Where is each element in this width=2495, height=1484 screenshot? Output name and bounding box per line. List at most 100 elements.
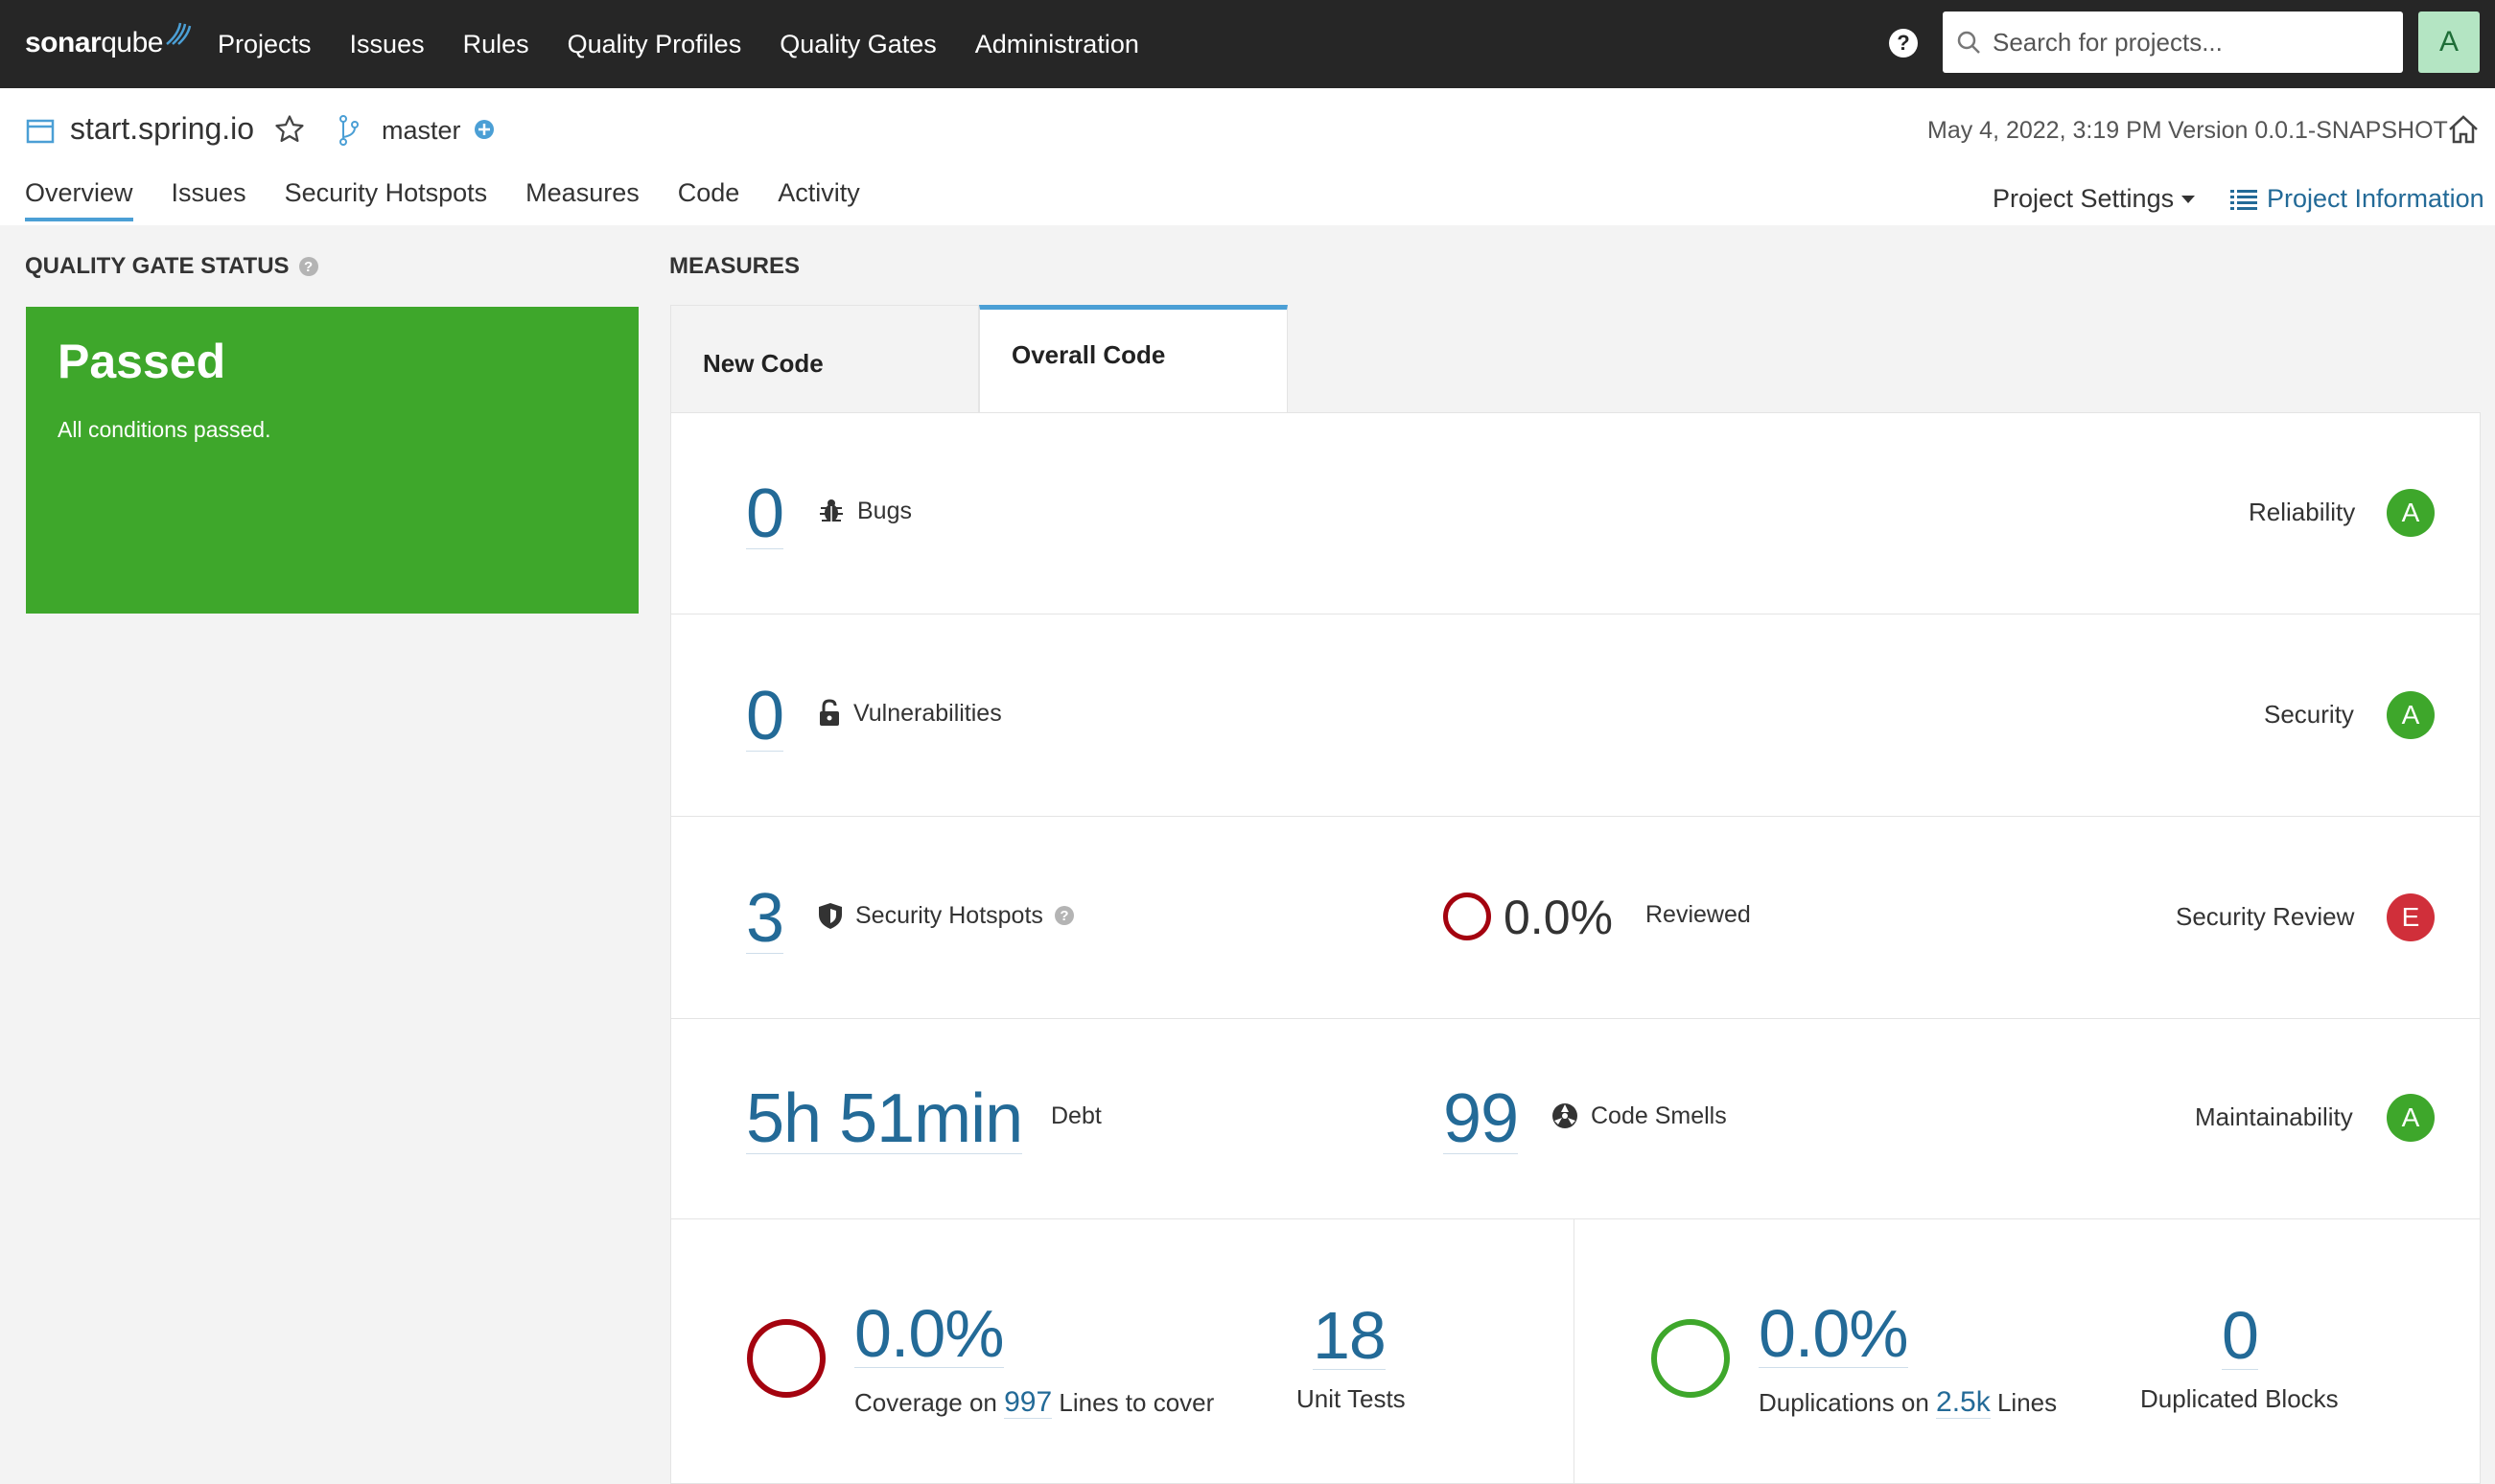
home-icon[interactable]: [2447, 114, 2480, 145]
coverage-percent[interactable]: 0.0%: [854, 1296, 1005, 1371]
project-header: [0, 88, 2495, 225]
logo-waves-icon: [166, 22, 192, 45]
branch-name[interactable]: master: [382, 116, 461, 145]
tab-activity[interactable]: Activity: [778, 178, 860, 207]
top-navigation: sonarqube Projects Issues Rules Quality …: [0, 0, 2495, 88]
duplications-lines-link[interactable]: 2.5k: [1936, 1386, 1991, 1419]
main-menu: Projects Issues Rules Quality Profiles Q…: [218, 0, 1178, 88]
search-icon: [1957, 31, 1980, 54]
tab-measures[interactable]: Measures: [525, 178, 640, 207]
hotspots-help-icon[interactable]: ?: [1054, 906, 1074, 925]
coverage-label: Coverage on 997 Lines to cover: [854, 1386, 1214, 1419]
duplicated-blocks-label: Duplicated Blocks: [2140, 1384, 2339, 1413]
search-box[interactable]: [1943, 12, 2403, 73]
security-label: Security: [2264, 700, 2354, 729]
vulnerabilities-label: Vulnerabilities: [817, 699, 1002, 728]
analysis-date: May 4, 2022, 3:19 PM: [1927, 117, 2162, 144]
bugs-label-text: Bugs: [857, 497, 912, 524]
nav-rules[interactable]: Rules: [462, 29, 529, 58]
shield-icon: [819, 903, 842, 929]
bugs-count[interactable]: 0: [746, 475, 784, 552]
tab-security-hotspots[interactable]: Security Hotspots: [284, 178, 488, 207]
reviewed-label: Reviewed: [1645, 901, 1751, 928]
quality-gate-title: QUALITY GATE STATUS ?: [25, 253, 318, 280]
coverage-ring: [747, 1319, 826, 1398]
debt-label: Debt: [1051, 1102, 1102, 1129]
duplicated-blocks-count[interactable]: 0: [2222, 1298, 2259, 1373]
logo-bold: sonar: [25, 27, 102, 58]
tab-new-code[interactable]: New Code: [670, 305, 979, 412]
tab-new-code-label: New Code: [703, 349, 824, 378]
bugs-row: 0 Bugs Reliability A: [671, 412, 2480, 614]
security-review-label: Security Review: [2176, 902, 2355, 931]
tab-overview[interactable]: Overview: [25, 178, 133, 221]
coverage-suffix: Lines to cover: [1059, 1388, 1215, 1417]
list-icon: [2230, 189, 2257, 210]
duplications-percent[interactable]: 0.0%: [1759, 1296, 1909, 1371]
quality-gate-message: All conditions passed.: [58, 417, 271, 442]
nav-administration[interactable]: Administration: [974, 29, 1139, 58]
lock-icon: [820, 699, 839, 726]
project-version: Version 0.0.1-SNAPSHOT: [2168, 117, 2448, 144]
maintainability-label: Maintainability: [2195, 1102, 2353, 1131]
branch-info-icon[interactable]: [474, 119, 495, 140]
project-name[interactable]: start.spring.io: [70, 111, 255, 146]
nav-quality-profiles[interactable]: Quality Profiles: [567, 29, 742, 58]
security-review-rating[interactable]: E: [2387, 893, 2435, 941]
quality-gate-status-box: Passed All conditions passed.: [26, 307, 639, 614]
tab-code[interactable]: Code: [677, 178, 740, 207]
vulnerabilities-label-text: Vulnerabilities: [853, 699, 1002, 727]
reliability-label: Reliability: [2249, 498, 2356, 526]
duplications-ring: [1651, 1319, 1730, 1398]
quality-gate-status: Passed: [58, 335, 226, 388]
user-avatar[interactable]: A: [2418, 12, 2480, 73]
coverage-lines-link[interactable]: 997: [1004, 1386, 1053, 1419]
nav-projects[interactable]: Projects: [218, 29, 312, 58]
favorite-star-icon[interactable]: [272, 113, 307, 146]
code-smells-label: Code Smells: [1551, 1101, 1727, 1130]
tab-overall-code-label: Overall Code: [1012, 340, 1166, 369]
security-rating[interactable]: A: [2387, 691, 2435, 739]
project-information-label: Project Information: [2267, 184, 2484, 213]
branch-icon: [339, 115, 359, 146]
nav-quality-gates[interactable]: Quality Gates: [780, 29, 937, 58]
vulnerabilities-count[interactable]: 0: [746, 678, 784, 754]
hotspots-label-text: Security Hotspots: [855, 901, 1043, 929]
hotspots-count[interactable]: 3: [746, 880, 784, 957]
help-question-icon[interactable]: ?: [298, 257, 318, 276]
duplications-suffix: Lines: [1996, 1388, 2058, 1417]
help-icon[interactable]: ?: [1888, 28, 1919, 58]
maintainability-row: 5h 51min Debt 99 Code Smells Maintainabi…: [671, 1017, 2480, 1219]
caret-down-icon: [2181, 195, 2196, 203]
search-input[interactable]: [1993, 27, 2376, 58]
reliability-rating[interactable]: A: [2387, 489, 2435, 537]
tab-overall-code[interactable]: Overall Code: [979, 305, 1288, 412]
duplications-prefix: Duplications on: [1759, 1388, 1929, 1417]
project-settings-label: Project Settings: [1993, 184, 2175, 213]
measures-title: MEASURES: [669, 253, 801, 279]
code-smell-icon: [1552, 1103, 1577, 1128]
vulnerabilities-row: 0 Vulnerabilities Security A: [671, 614, 2480, 817]
logo-rest: qube: [101, 27, 163, 58]
project-settings-dropdown[interactable]: Project Settings: [1993, 184, 2196, 214]
security-hotspots-row: 3 Security Hotspots ? 0.0% Reviewed Secu…: [671, 817, 2480, 1019]
measures-panel: [670, 412, 2481, 1484]
svg-text:?: ?: [1897, 31, 1909, 55]
reviewed-percent[interactable]: 0.0%: [1504, 891, 1613, 944]
sonarqube-logo[interactable]: sonarqube: [25, 19, 192, 67]
maintainability-rating[interactable]: A: [2387, 1094, 2435, 1142]
nav-issues[interactable]: Issues: [349, 29, 425, 58]
code-smells-label-text: Code Smells: [1591, 1101, 1727, 1129]
project-information-link[interactable]: Project Information: [2230, 184, 2484, 214]
tab-issues[interactable]: Issues: [171, 178, 246, 207]
reviewed-ring: [1443, 893, 1491, 940]
coverage-prefix: Coverage on: [854, 1388, 997, 1417]
project-icon: [26, 119, 55, 144]
unit-tests-count[interactable]: 18: [1313, 1298, 1387, 1373]
code-smells-count[interactable]: 99: [1443, 1080, 1519, 1157]
unit-tests-label: Unit Tests: [1296, 1384, 1406, 1413]
bug-icon: [820, 499, 843, 522]
debt-value[interactable]: 5h 51min: [746, 1080, 1023, 1157]
duplications-label: Duplications on 2.5k Lines: [1759, 1386, 2057, 1419]
quality-gate-title-text: QUALITY GATE STATUS: [25, 253, 290, 279]
